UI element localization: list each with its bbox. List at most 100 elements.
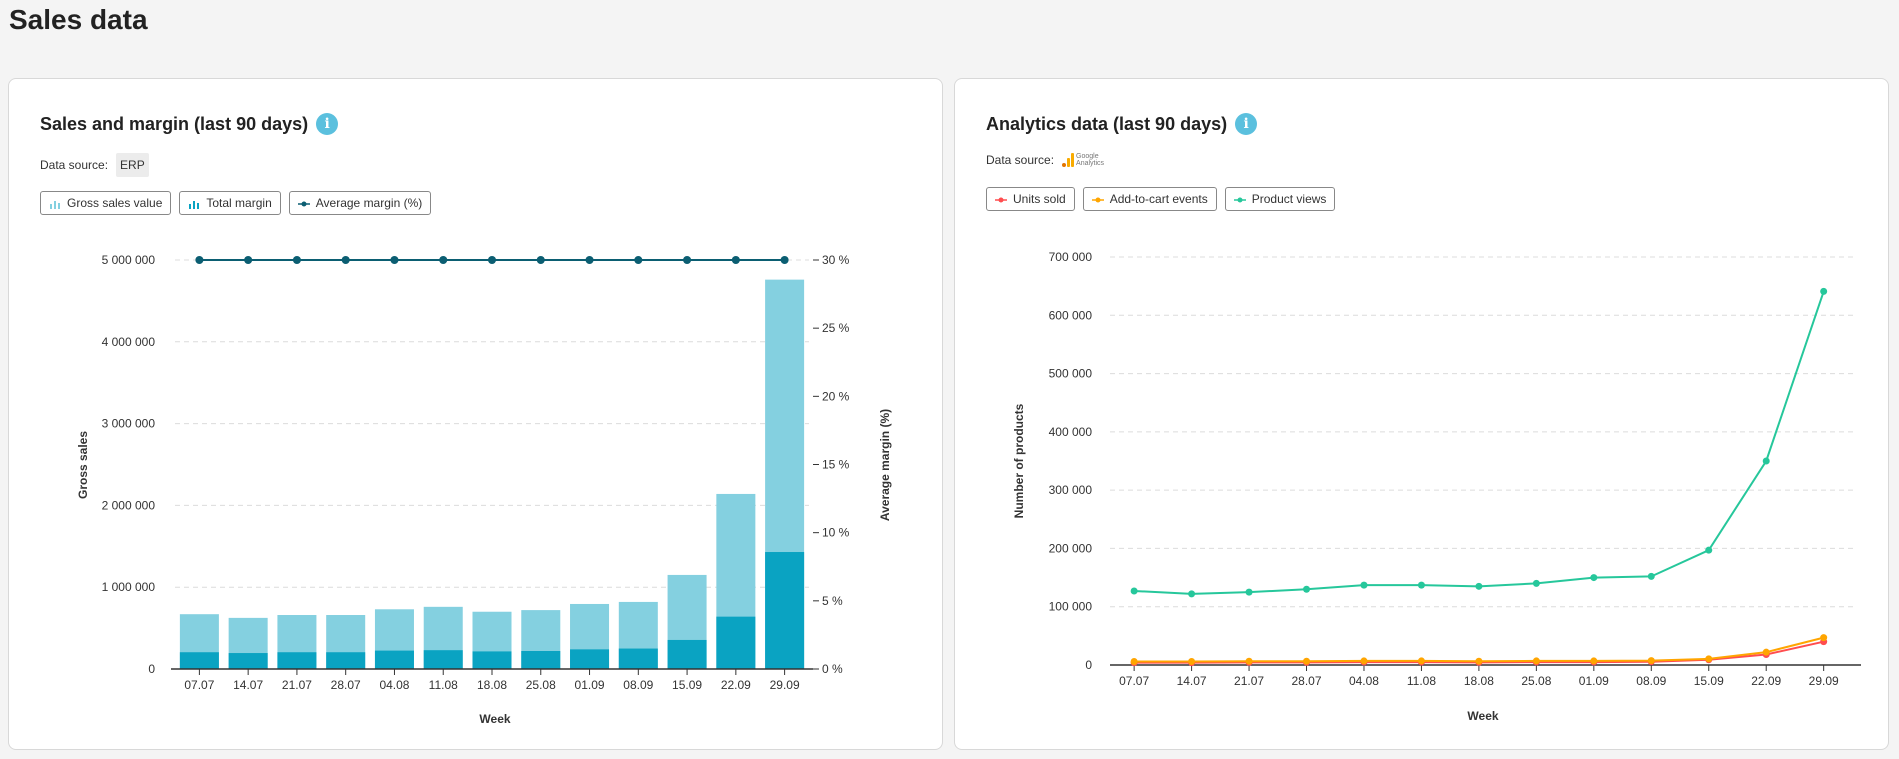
x-tick-label: 25.08 [526, 678, 556, 692]
bar-total-margin [716, 616, 756, 669]
sales-margin-chart: 0 1 000 000 2 000 000 3 000 000 4 000 000 5 0… [76, 253, 892, 726]
x-tick-label: 15.09 [1694, 674, 1724, 688]
legend-label: Total margin [206, 196, 272, 210]
legend-label: Add-to-cart events [1109, 192, 1208, 206]
bar-total-margin [179, 652, 219, 669]
average-margin-point [585, 256, 594, 264]
legend-label: Average margin (%) [315, 196, 423, 210]
sales-legend: Gross sales value Total margin Average m… [40, 191, 432, 215]
x-tick-label: 21.07 [282, 678, 312, 692]
add-to-cart-point [1532, 657, 1540, 665]
average-margin-point [341, 256, 350, 264]
line-marker-icon [995, 194, 1007, 204]
x-tick-label: 11.08 [429, 678, 458, 692]
y2-tick-label: 25 % [822, 321, 850, 335]
product-views-point [1590, 574, 1598, 582]
x-tick-label: 14.07 [1177, 674, 1207, 688]
add-to-cart-point [1188, 658, 1196, 666]
x-tick-label: 08.09 [623, 678, 653, 692]
y-tick-label: 3 000 000 [102, 417, 156, 431]
legend-label: Gross sales value [67, 196, 163, 210]
product-views-point [1188, 590, 1196, 598]
x-tick-label: 25.08 [1521, 674, 1551, 688]
product-views-point [1303, 585, 1311, 593]
sales-panel-header: Sales and margin (last 90 days) i [40, 113, 339, 135]
average-margin-point [536, 256, 545, 264]
bar-total-margin [472, 651, 512, 669]
y-tick-label: 300 000 [1049, 483, 1093, 497]
bar-chart-icon [188, 198, 200, 209]
info-icon[interactable]: i [1235, 113, 1258, 135]
x-tick-label: 01.09 [1579, 674, 1609, 688]
legend-add-to-cart-button[interactable]: Add-to-cart events [1082, 187, 1217, 211]
x-tick-label: 28.07 [1292, 674, 1322, 688]
add-to-cart-point [1590, 657, 1598, 665]
google-analytics-logo: Google Analytics [1062, 153, 1104, 167]
x-tick-label: 14.07 [233, 678, 263, 692]
add-to-cart-point [1130, 658, 1138, 666]
line-marker-icon [1233, 194, 1246, 204]
x-tick-label: 04.08 [379, 678, 409, 692]
x-axis-title: Week [479, 712, 510, 726]
analytics-panel: Analytics data (last 90 days) i Data sou… [954, 78, 1889, 750]
y2-tick-label: 0 % [822, 662, 843, 676]
bar-total-margin [228, 653, 268, 669]
product-views-point [1532, 579, 1540, 587]
x-tick-label: 22.09 [721, 678, 751, 692]
add-to-cart-point [1647, 657, 1655, 665]
line-marker-icon [297, 198, 310, 208]
y-tick-label: 600 000 [1049, 308, 1093, 322]
y-tick-label: 2 000 000 [102, 498, 156, 512]
y-axis-title: Number of products [1012, 403, 1026, 518]
bar-total-margin [277, 652, 317, 669]
y2-tick-label: 20 % [822, 389, 850, 403]
bar-total-margin [326, 652, 366, 669]
sales-panel-title: Sales and margin (last 90 days) [40, 113, 309, 134]
product-views-point [1647, 572, 1655, 580]
product-views-point [1245, 588, 1253, 596]
legend-total-margin-button[interactable]: Total margin [179, 191, 281, 215]
add-to-cart-point [1360, 657, 1368, 665]
x-tick-label: 11.08 [1407, 674, 1436, 688]
legend-product-views-button[interactable]: Product views [1224, 187, 1336, 211]
bar-total-margin [667, 639, 707, 669]
bar-total-margin [765, 552, 805, 669]
product-views-point [1130, 587, 1138, 595]
x-axis-title: Week [1467, 709, 1498, 723]
data-source-badge: ERP [116, 153, 149, 177]
bar-total-margin [618, 648, 658, 669]
x-tick-label: 21.07 [1234, 674, 1264, 688]
product-views-point [1762, 457, 1770, 465]
y2-tick-label: 10 % [822, 526, 850, 540]
info-icon[interactable]: i [316, 113, 339, 135]
data-source-label: Data source: [40, 158, 109, 172]
data-source-row: Data source: ERP [40, 153, 149, 177]
product-views-point [1417, 581, 1425, 589]
y-tick-label: 100 000 [1049, 600, 1093, 614]
legend-average-margin-button[interactable]: Average margin (%) [288, 191, 432, 215]
average-margin-point [780, 256, 789, 264]
add-to-cart-point [1303, 657, 1311, 665]
add-to-cart-point [1417, 657, 1425, 665]
x-tick-label: 01.09 [575, 678, 605, 692]
average-margin-point [195, 256, 204, 264]
line-marker-icon [1091, 194, 1104, 204]
x-tick-label: 07.07 [1119, 674, 1149, 688]
average-margin-point [439, 256, 448, 264]
analytics-panel-header: Analytics data (last 90 days) i [986, 113, 1258, 135]
analytics-bars-icon [1062, 153, 1075, 167]
bar-total-margin [423, 650, 463, 669]
legend-units-sold-button[interactable]: Units sold [986, 187, 1075, 211]
x-tick-label: 18.08 [1464, 674, 1494, 688]
x-tick-label: 15.09 [672, 678, 702, 692]
y-tick-label: 400 000 [1049, 425, 1093, 439]
add-to-cart-point [1705, 655, 1713, 663]
y-tick-label: 1 000 000 [102, 580, 156, 594]
legend-gross-sales-button[interactable]: Gross sales value [40, 191, 172, 215]
y2-tick-label: 30 % [822, 253, 850, 267]
y2-tick-label: 5 % [822, 594, 843, 608]
x-tick-label: 04.08 [1349, 674, 1379, 688]
bar-chart-icon [49, 198, 61, 209]
average-margin-point [244, 256, 253, 264]
analytics-chart: 0 100 000 200 000 300 000 400 000 500 000 600 … [1012, 250, 1861, 723]
